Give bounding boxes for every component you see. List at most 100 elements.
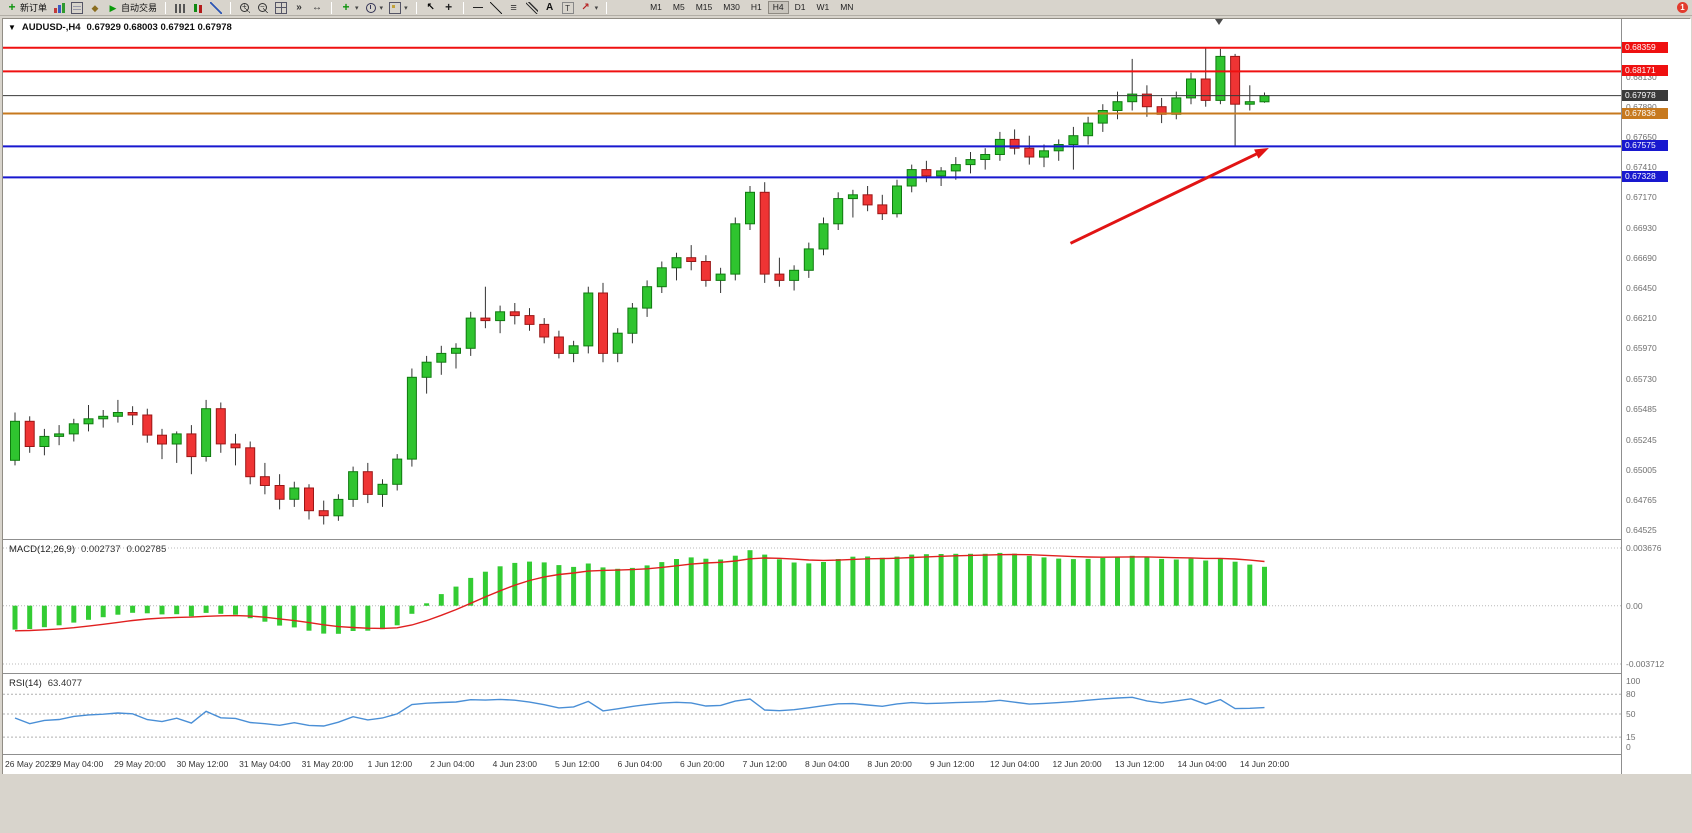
- dropdown-arrow-icon[interactable]: ▾: [404, 4, 408, 12]
- rsi-panel[interactable]: RSI(14) 63.4077: [3, 675, 1621, 754]
- time-axis-label: 26 May 2023: [5, 759, 55, 769]
- timeframe-m30-button[interactable]: M30: [723, 2, 740, 12]
- macd-bar: [894, 556, 900, 606]
- macd-bar: [1085, 558, 1091, 606]
- text-label-button[interactable]: [560, 1, 576, 15]
- arrow-objects-icon: [580, 2, 592, 14]
- text-button[interactable]: [542, 1, 558, 15]
- notification-badge[interactable]: 1: [1677, 2, 1688, 13]
- chart-window: ▼ AUDUSD-,H4 0.67929 0.68003 0.67921 0.6…: [2, 18, 1691, 774]
- new-chart-button[interactable]: ▾: [338, 1, 361, 15]
- timeframe-m1-button[interactable]: M1: [650, 2, 662, 12]
- fibonacci-button[interactable]: [506, 1, 522, 15]
- text-label-icon: [561, 1, 574, 14]
- candle: [259, 462, 270, 495]
- candle: [230, 433, 241, 466]
- auto-scroll-button[interactable]: [291, 1, 307, 15]
- dropdown-arrow-icon[interactable]: ▾: [594, 4, 599, 12]
- horizontal-line-button[interactable]: [470, 1, 486, 15]
- timeframe-m15-button[interactable]: M15: [695, 2, 713, 12]
- candlestick-chart-button[interactable]: [190, 1, 206, 15]
- trendline-button[interactable]: [488, 1, 504, 15]
- zoom-in-button[interactable]: [237, 1, 253, 15]
- price-axis-label: 0.67170: [1626, 192, 1657, 203]
- candle: [318, 500, 329, 525]
- candlestick-chart[interactable]: [3, 19, 1621, 539]
- price-axis-label: 0.65730: [1626, 373, 1657, 384]
- market-watch-button[interactable]: [51, 1, 67, 15]
- candle: [877, 194, 888, 220]
- candle: [583, 286, 594, 354]
- rsi-axis-label: 0: [1626, 742, 1631, 752]
- collapse-arrow-icon[interactable]: ▼: [8, 23, 16, 32]
- timeframe-h4-button[interactable]: H4: [767, 1, 789, 14]
- timeframe-m5-button[interactable]: M5: [672, 2, 685, 12]
- auto-trading-button[interactable]: 自动交易: [105, 1, 159, 15]
- panel-splitter[interactable]: [3, 673, 1691, 674]
- macd-bar: [144, 605, 150, 614]
- candle: [833, 192, 844, 230]
- toolbar-separator: [606, 1, 608, 14]
- zoom-out-button[interactable]: [255, 1, 271, 15]
- time-axis-label: 2 Jun 04:00: [430, 759, 475, 769]
- macd-bar: [747, 550, 753, 606]
- profiles-button[interactable]: ▾: [363, 1, 386, 15]
- panel-splitter[interactable]: [3, 539, 1691, 540]
- toolbar-separator: [331, 1, 333, 14]
- candle: [1186, 72, 1196, 105]
- candle: [598, 282, 608, 363]
- line-chart-button[interactable]: [208, 1, 224, 15]
- timeframe-mn-button[interactable]: MN: [840, 2, 854, 12]
- price-axis-label: 0.64525: [1626, 525, 1657, 536]
- tile-windows-button[interactable]: [273, 1, 289, 15]
- time-axis-label: 12 Jun 04:00: [990, 759, 1040, 769]
- templates-button[interactable]: ▾: [387, 1, 410, 15]
- price-axis-label: 0.64765: [1626, 494, 1657, 505]
- timeframe-d1-button[interactable]: D1: [794, 2, 806, 12]
- chart-shift-button[interactable]: [309, 1, 325, 15]
- bar-chart-button[interactable]: [172, 1, 188, 15]
- macd-bar: [982, 553, 988, 606]
- macd-bar: [1041, 557, 1047, 606]
- candle: [186, 425, 197, 475]
- arrows-button[interactable]: ▾: [578, 1, 601, 15]
- price-chart-area[interactable]: ▼ AUDUSD-,H4 0.67929 0.68003 0.67921 0.6…: [3, 19, 1621, 539]
- new-order-button[interactable]: 新订单: [4, 1, 49, 15]
- dropdown-arrow-icon[interactable]: ▾: [379, 4, 384, 12]
- macd-bar: [703, 558, 709, 606]
- timeframe-h1-button[interactable]: H1: [750, 2, 762, 12]
- macd-bar: [1026, 555, 1032, 606]
- candle: [524, 308, 535, 331]
- toolbar-separator: [230, 1, 232, 14]
- candle: [83, 405, 94, 432]
- panel-splitter[interactable]: [3, 754, 1691, 755]
- macd-bar: [306, 605, 312, 631]
- macd-bar: [1188, 558, 1194, 606]
- macd-bar: [380, 605, 385, 630]
- macd-bar: [1129, 555, 1135, 606]
- macd-bar: [718, 559, 724, 606]
- support-line-1-price-label: 0.67575: [1622, 140, 1668, 152]
- macd-panel[interactable]: MACD(12,26,9) 0.002737 0.002785: [3, 541, 1621, 673]
- macd-bar: [1070, 559, 1076, 606]
- timeframe-w1-button[interactable]: W1: [816, 2, 830, 12]
- price-axis[interactable]: 0.68130 0.67890 0.67650 0.67410 0.67170 0.669…: [1622, 19, 1691, 774]
- channel-button[interactable]: [524, 1, 540, 15]
- navigator-button[interactable]: [87, 1, 103, 15]
- dropdown-arrow-icon[interactable]: ▾: [355, 4, 359, 12]
- crosshair-button[interactable]: [441, 1, 457, 15]
- data-window-button[interactable]: [69, 1, 85, 15]
- candle: [642, 280, 653, 317]
- time-axis-label: 14 Jun 04:00: [1177, 759, 1227, 769]
- macd-bar: [659, 562, 665, 606]
- time-axis-label: 31 May 20:00: [301, 759, 354, 769]
- rsi-label: RSI(14) 63.4077: [9, 678, 82, 689]
- trend-arrow[interactable]: [1069, 150, 1261, 245]
- macd-bar: [585, 563, 591, 606]
- cursor-button[interactable]: [423, 1, 439, 15]
- time-axis[interactable]: 26 May 2023 29 May 04:00 29 May 20:00 30 Ma…: [3, 755, 1621, 774]
- candle: [362, 462, 373, 504]
- candle: [539, 318, 550, 344]
- toolbar-buttons: 新订单 自动交易 ▾ ▾ ▾ ▾: [4, 1, 611, 15]
- chart-shift-marker-icon[interactable]: [1215, 19, 1223, 25]
